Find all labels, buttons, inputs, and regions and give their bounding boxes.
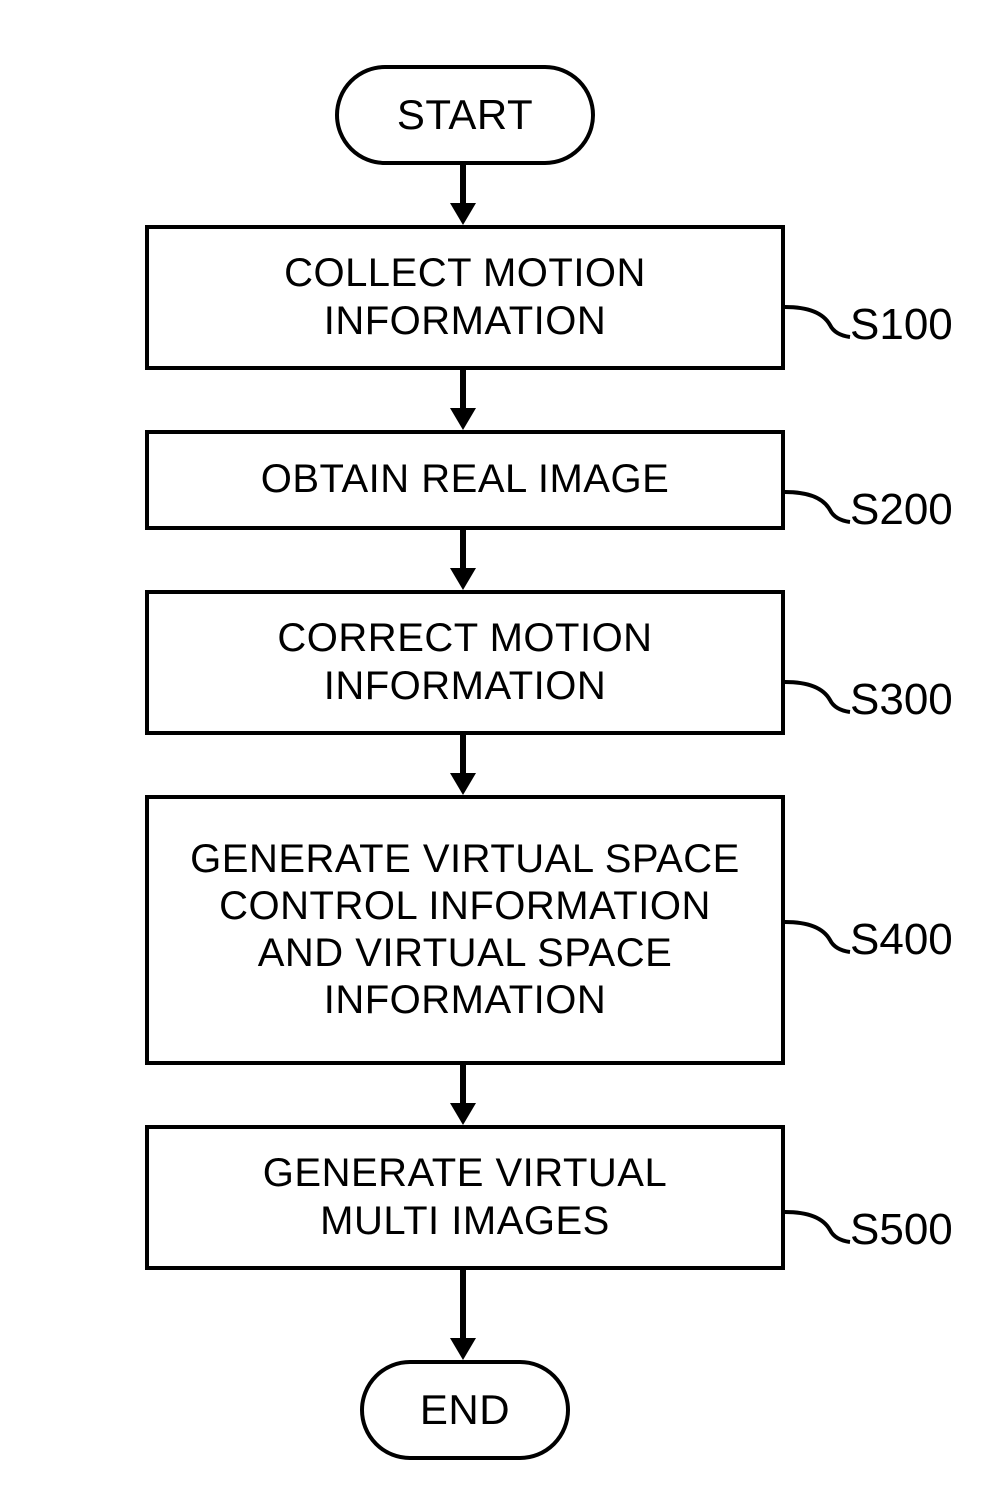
process-s400-text: GENERATE VIRTUAL SPACE CONTROL INFORMATI…: [190, 836, 740, 1025]
process-s400: GENERATE VIRTUAL SPACE CONTROL INFORMATI…: [145, 795, 785, 1065]
process-s300-text: CORRECT MOTION INFORMATION: [277, 615, 652, 709]
label-s500: S500: [850, 1205, 953, 1255]
process-s100-text: COLLECT MOTION INFORMATION: [284, 250, 646, 344]
process-s200-text: OBTAIN REAL IMAGE: [261, 456, 670, 503]
arrow-5: [448, 1065, 478, 1125]
connector-s100: [785, 295, 855, 345]
label-s100: S100: [850, 300, 953, 350]
arrow-3: [448, 530, 478, 590]
label-s400: S400: [850, 915, 953, 965]
process-s500-text: GENERATE VIRTUAL MULTI IMAGES: [263, 1150, 667, 1244]
connector-s200: [785, 480, 855, 530]
label-s300: S300: [850, 675, 953, 725]
arrow-2: [448, 370, 478, 430]
process-s100: COLLECT MOTION INFORMATION: [145, 225, 785, 370]
flowchart-canvas: START COLLECT MOTION INFORMATION S100 OB…: [0, 0, 995, 1506]
connector-s500: [785, 1200, 855, 1250]
terminator-start-text: START: [397, 90, 533, 140]
label-s200: S200: [850, 485, 953, 535]
terminator-start: START: [335, 65, 595, 165]
terminator-end-text: END: [420, 1385, 510, 1435]
connector-s400: [785, 910, 855, 960]
process-s200: OBTAIN REAL IMAGE: [145, 430, 785, 530]
arrow-6: [448, 1270, 478, 1360]
connector-s300: [785, 670, 855, 720]
arrow-1: [448, 165, 478, 225]
arrow-4: [448, 735, 478, 795]
process-s300: CORRECT MOTION INFORMATION: [145, 590, 785, 735]
process-s500: GENERATE VIRTUAL MULTI IMAGES: [145, 1125, 785, 1270]
terminator-end: END: [360, 1360, 570, 1460]
